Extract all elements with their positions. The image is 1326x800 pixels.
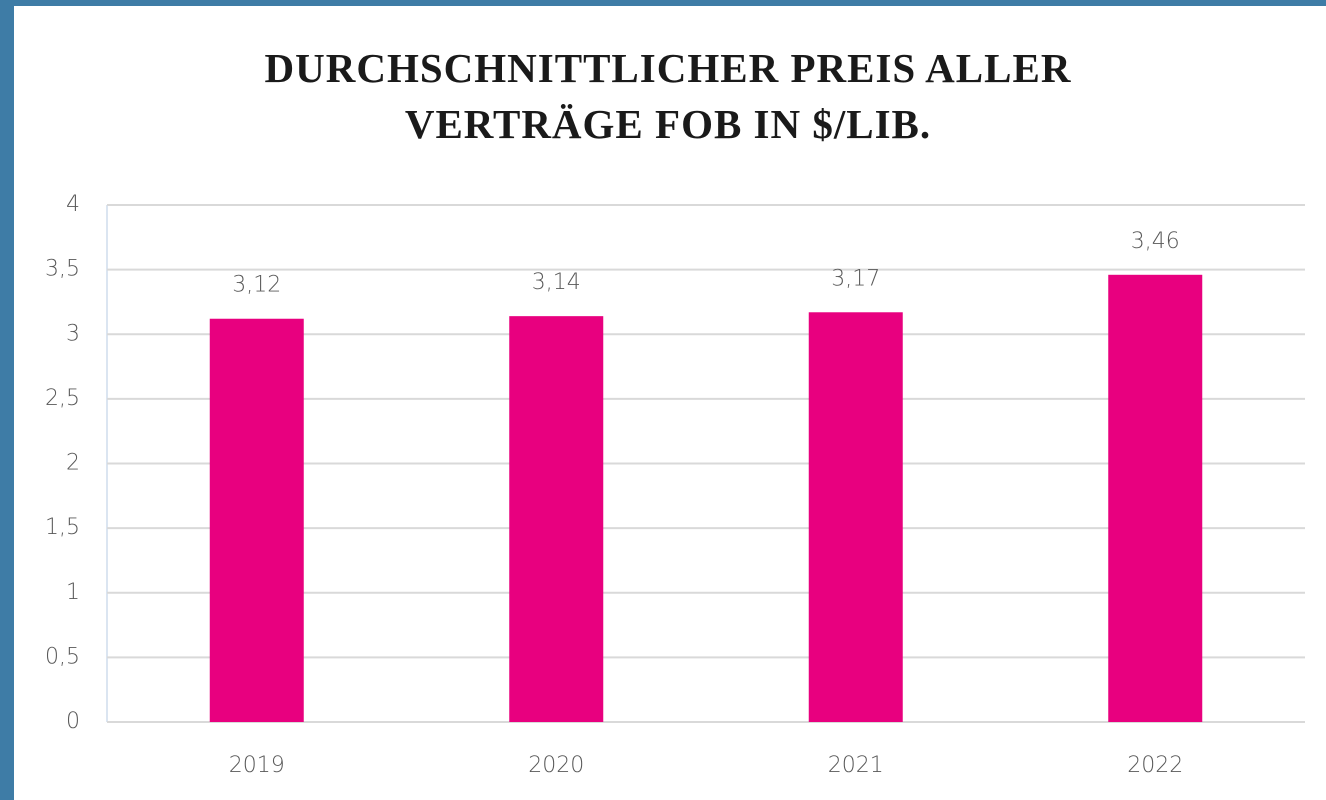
x-tick-label: 2019 [229, 753, 285, 778]
x-tick-label: 2020 [528, 753, 584, 778]
data-label: 3,14 [532, 270, 581, 295]
y-tick-label: 3 [66, 321, 80, 346]
bar [209, 318, 304, 722]
y-tick-label: 0,5 [45, 644, 80, 669]
x-tick-label: 2021 [828, 753, 884, 778]
chart-title: DURCHSCHNITTLICHER PREIS ALLER VERTRÄGE … [264, 45, 1072, 147]
bar [509, 316, 604, 722]
y-tick-label: 0 [66, 709, 80, 734]
y-tick-label: 2 [66, 451, 80, 476]
y-tick-label: 1,5 [45, 515, 80, 540]
data-label: 3,17 [831, 266, 880, 291]
bar [1108, 274, 1203, 722]
x-tick-label: 2022 [1127, 753, 1183, 778]
data-label: 3,12 [232, 273, 281, 298]
y-tick-label: 2,5 [45, 386, 80, 411]
data-label: 3,46 [1131, 229, 1180, 254]
bar [808, 312, 903, 722]
y-tick-label: 4 [66, 192, 80, 217]
y-tick-label: 1 [66, 580, 80, 605]
y-tick-label: 3,5 [45, 257, 80, 282]
